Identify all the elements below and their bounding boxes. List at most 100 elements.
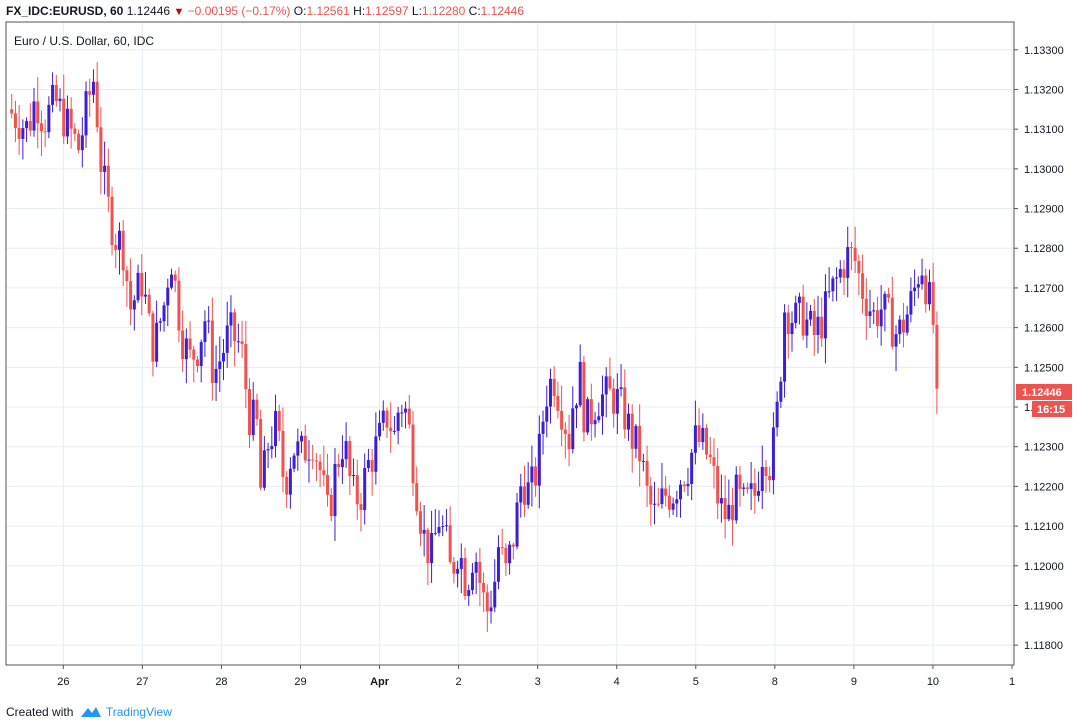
candle-body bbox=[657, 504, 660, 505]
candle-body bbox=[486, 592, 489, 611]
y-tick-label: 1.12600 bbox=[1024, 323, 1064, 335]
x-tick-label: Apr bbox=[370, 676, 390, 688]
candle-body bbox=[151, 313, 154, 361]
candle-body bbox=[727, 505, 730, 519]
candle-body bbox=[683, 485, 686, 487]
candle-body bbox=[568, 434, 571, 449]
candle-body bbox=[735, 475, 738, 521]
candle-body bbox=[738, 475, 741, 489]
candle-body bbox=[675, 499, 678, 503]
candle-body bbox=[330, 495, 333, 516]
candle-body bbox=[709, 455, 712, 458]
candle-body bbox=[679, 485, 682, 500]
candle-body bbox=[805, 320, 808, 336]
candle-body bbox=[712, 457, 715, 466]
candle-body bbox=[542, 422, 545, 434]
candle-body bbox=[438, 527, 441, 533]
candle-body bbox=[854, 248, 857, 261]
candle-body bbox=[144, 295, 147, 297]
candle-body bbox=[813, 311, 816, 335]
candle-body bbox=[620, 387, 623, 389]
candle-body bbox=[356, 475, 359, 504]
candle-body bbox=[757, 491, 760, 496]
y-tick-label: 1.13100 bbox=[1024, 124, 1064, 136]
candle-body bbox=[281, 431, 284, 477]
candle-body bbox=[445, 525, 448, 526]
candle-body bbox=[839, 269, 842, 277]
candle-body bbox=[449, 525, 452, 562]
candle-body bbox=[378, 423, 381, 437]
candle-body bbox=[668, 496, 671, 510]
candle-body bbox=[300, 436, 303, 442]
candle-body bbox=[761, 467, 764, 491]
candle-body bbox=[746, 487, 749, 488]
candle-body bbox=[289, 469, 292, 495]
y-tick-label: 1.13300 bbox=[1024, 45, 1064, 57]
candle-body bbox=[92, 82, 95, 95]
candle-body bbox=[824, 291, 827, 338]
candle-body bbox=[664, 488, 667, 495]
candle-body bbox=[883, 294, 886, 310]
candle-body bbox=[55, 85, 58, 101]
candle-body bbox=[523, 486, 526, 504]
price-axis[interactable]: 1.11800 1.11900 1.12000 1.12100 1.12200 1.123… bbox=[1014, 45, 1064, 652]
candle-body bbox=[434, 533, 437, 534]
candle-body bbox=[10, 109, 13, 113]
candle-body bbox=[270, 446, 273, 449]
candle-body bbox=[653, 504, 656, 505]
candle-body bbox=[359, 504, 362, 510]
price-chart[interactable]: Euro / U.S. Dollar, 60, IDC 1.11800 1.119… bbox=[0, 0, 1077, 700]
candle-body bbox=[902, 320, 905, 333]
candle-body bbox=[263, 450, 266, 487]
candle-body bbox=[189, 338, 192, 349]
candle-body bbox=[638, 426, 641, 461]
candle-body bbox=[192, 350, 195, 360]
candle-body bbox=[326, 475, 329, 495]
candle-body bbox=[285, 477, 288, 495]
candle-body bbox=[564, 430, 567, 434]
candle-body bbox=[779, 382, 782, 402]
candle-body bbox=[226, 325, 229, 352]
candle-body bbox=[475, 562, 478, 573]
y-tick-label: 1.11800 bbox=[1024, 640, 1063, 652]
candle-body bbox=[913, 288, 916, 292]
candle-body bbox=[478, 562, 481, 583]
candle-body bbox=[307, 460, 310, 461]
candle-body bbox=[869, 311, 872, 316]
candle-body bbox=[96, 82, 99, 128]
candle-body bbox=[750, 483, 753, 489]
candle-body bbox=[296, 441, 299, 455]
tradingview-link[interactable]: TradingView bbox=[106, 705, 172, 719]
candle-body bbox=[218, 361, 221, 369]
time-axis[interactable]: 26 27 28 29 Apr 2 3 4 5 8 9 10 1 bbox=[57, 665, 1015, 688]
candle-body bbox=[924, 276, 927, 305]
created-with-text: Created with bbox=[6, 705, 73, 719]
candle-body bbox=[177, 281, 180, 331]
candle-body bbox=[471, 573, 474, 590]
y-tick-label: 1.12500 bbox=[1024, 362, 1064, 374]
candle-body bbox=[333, 464, 336, 516]
candle-body bbox=[701, 428, 704, 442]
candle-body bbox=[724, 498, 727, 519]
candle-body bbox=[166, 288, 169, 306]
candle-body bbox=[794, 303, 797, 323]
candle-body bbox=[244, 344, 247, 389]
candle-body bbox=[125, 270, 128, 281]
candle-body bbox=[545, 407, 548, 422]
candle-body bbox=[229, 312, 232, 325]
candle-body bbox=[25, 121, 28, 128]
candle-body bbox=[764, 467, 767, 476]
candle-body bbox=[590, 399, 593, 424]
candle-body bbox=[686, 484, 689, 486]
last-price-label: 1.12446 bbox=[1022, 387, 1062, 399]
candle-body bbox=[293, 456, 296, 469]
candle-body bbox=[315, 461, 318, 462]
candle-body bbox=[122, 231, 125, 271]
x-tick-label: 5 bbox=[693, 676, 699, 688]
candle-body bbox=[248, 389, 251, 435]
candle-body bbox=[415, 483, 418, 511]
candle-body bbox=[835, 277, 838, 278]
candle-body bbox=[40, 123, 43, 131]
candle-body bbox=[798, 297, 801, 303]
candle-body bbox=[898, 320, 901, 335]
